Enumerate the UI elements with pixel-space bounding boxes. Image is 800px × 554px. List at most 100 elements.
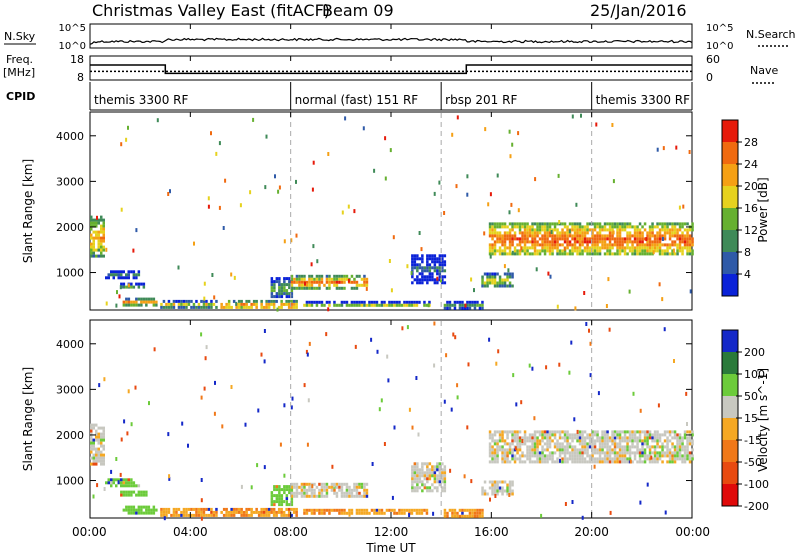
data-cell [493, 433, 497, 437]
data-cell [508, 486, 512, 490]
data-cell [563, 448, 567, 452]
data-cell [571, 436, 574, 440]
data-cell [433, 260, 437, 264]
data-cell [122, 484, 125, 488]
data-cell [638, 240, 642, 244]
data-cell [185, 513, 188, 517]
data-cell [287, 305, 291, 309]
data-cell [528, 252, 532, 256]
data-cell [571, 237, 574, 241]
data-cell [691, 240, 694, 244]
x-tick-label: 04:00 [173, 525, 208, 539]
data-cell [666, 243, 669, 247]
data-cell [416, 468, 419, 472]
data-cell [588, 439, 592, 443]
data-cell [433, 269, 437, 273]
data-cell [416, 480, 419, 484]
data-cell [651, 246, 654, 250]
data-cell [305, 511, 309, 515]
data-cell [300, 488, 304, 492]
data-cell [145, 300, 148, 304]
data-cell [428, 275, 432, 279]
data-cell [516, 433, 519, 437]
data-cell [546, 454, 549, 458]
data-cell [496, 489, 499, 493]
data-cell [413, 465, 417, 469]
data-cell [125, 490, 128, 494]
data-cell [548, 243, 552, 247]
data-cell [686, 228, 689, 232]
data-cell [405, 303, 409, 307]
data-cell [95, 450, 98, 454]
data-cell [92, 248, 95, 252]
data-cell [355, 488, 359, 492]
data-cell [481, 275, 484, 279]
data-cell [643, 237, 647, 241]
data-cell [538, 225, 542, 229]
data-cell [278, 283, 281, 287]
data-cell [609, 510, 612, 515]
data-cell [591, 448, 594, 452]
data-cell [556, 237, 559, 241]
data-cell [638, 231, 642, 235]
data-cell [611, 237, 614, 241]
data-cell [506, 252, 509, 256]
data-cell [476, 514, 479, 518]
data-cell [202, 510, 206, 514]
data-cell [641, 243, 644, 247]
data-cell [292, 302, 296, 306]
data-cell [596, 231, 599, 235]
data-cell [95, 459, 98, 463]
data-cell [618, 231, 622, 235]
data-cell [97, 239, 100, 243]
data-cell [611, 123, 614, 127]
data-cell [608, 436, 612, 440]
data-cell [606, 436, 609, 440]
data-cell [551, 222, 554, 226]
data-cell [611, 436, 614, 440]
data-cell [247, 513, 251, 517]
data-cell [413, 278, 417, 282]
data-cell [330, 280, 334, 284]
data-cell [546, 246, 549, 250]
data-cell [320, 491, 324, 495]
data-cell [265, 299, 268, 303]
data-cell [671, 430, 674, 434]
data-cell [100, 224, 103, 228]
data-cell [255, 507, 258, 511]
data-cell [618, 249, 622, 253]
data-cell [288, 503, 291, 507]
data-cell [285, 497, 289, 501]
data-cell [588, 240, 592, 244]
data-cell [626, 460, 629, 464]
data-cell [517, 131, 520, 136]
data-cell [150, 511, 153, 515]
data-cell [641, 454, 644, 458]
data-cell [618, 433, 622, 437]
data-cell [282, 510, 286, 514]
data-cell [123, 419, 126, 424]
data-cell [678, 222, 682, 226]
data-cell [355, 286, 359, 290]
data-cell [193, 241, 195, 246]
data-cell [433, 480, 437, 484]
data-cell [603, 240, 607, 244]
data-cell [247, 507, 251, 511]
data-cell [688, 454, 692, 458]
data-cell [571, 439, 574, 443]
data-cell [122, 481, 125, 485]
data-cell [501, 225, 504, 229]
data-cell [648, 237, 652, 241]
data-cell [606, 442, 609, 446]
data-cell [468, 303, 472, 307]
data-cell [588, 445, 592, 449]
data-cell [102, 447, 105, 451]
data-cell [355, 508, 359, 512]
data-cell [501, 249, 504, 253]
data-cell [491, 249, 494, 253]
data-cell [105, 247, 108, 252]
data-cell [681, 445, 684, 449]
data-cell [280, 305, 283, 309]
data-cell [172, 305, 176, 309]
data-cell [563, 231, 567, 235]
